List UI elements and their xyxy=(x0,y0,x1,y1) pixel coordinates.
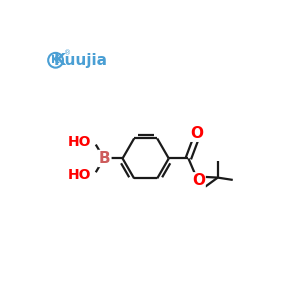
Text: B: B xyxy=(99,151,110,166)
Text: ®: ® xyxy=(64,51,71,57)
Text: HO: HO xyxy=(68,168,92,182)
Text: O: O xyxy=(190,126,203,141)
Text: K: K xyxy=(51,55,60,65)
Text: Kuujia: Kuujia xyxy=(53,53,107,68)
Text: O: O xyxy=(192,173,205,188)
Text: HO: HO xyxy=(68,135,92,148)
